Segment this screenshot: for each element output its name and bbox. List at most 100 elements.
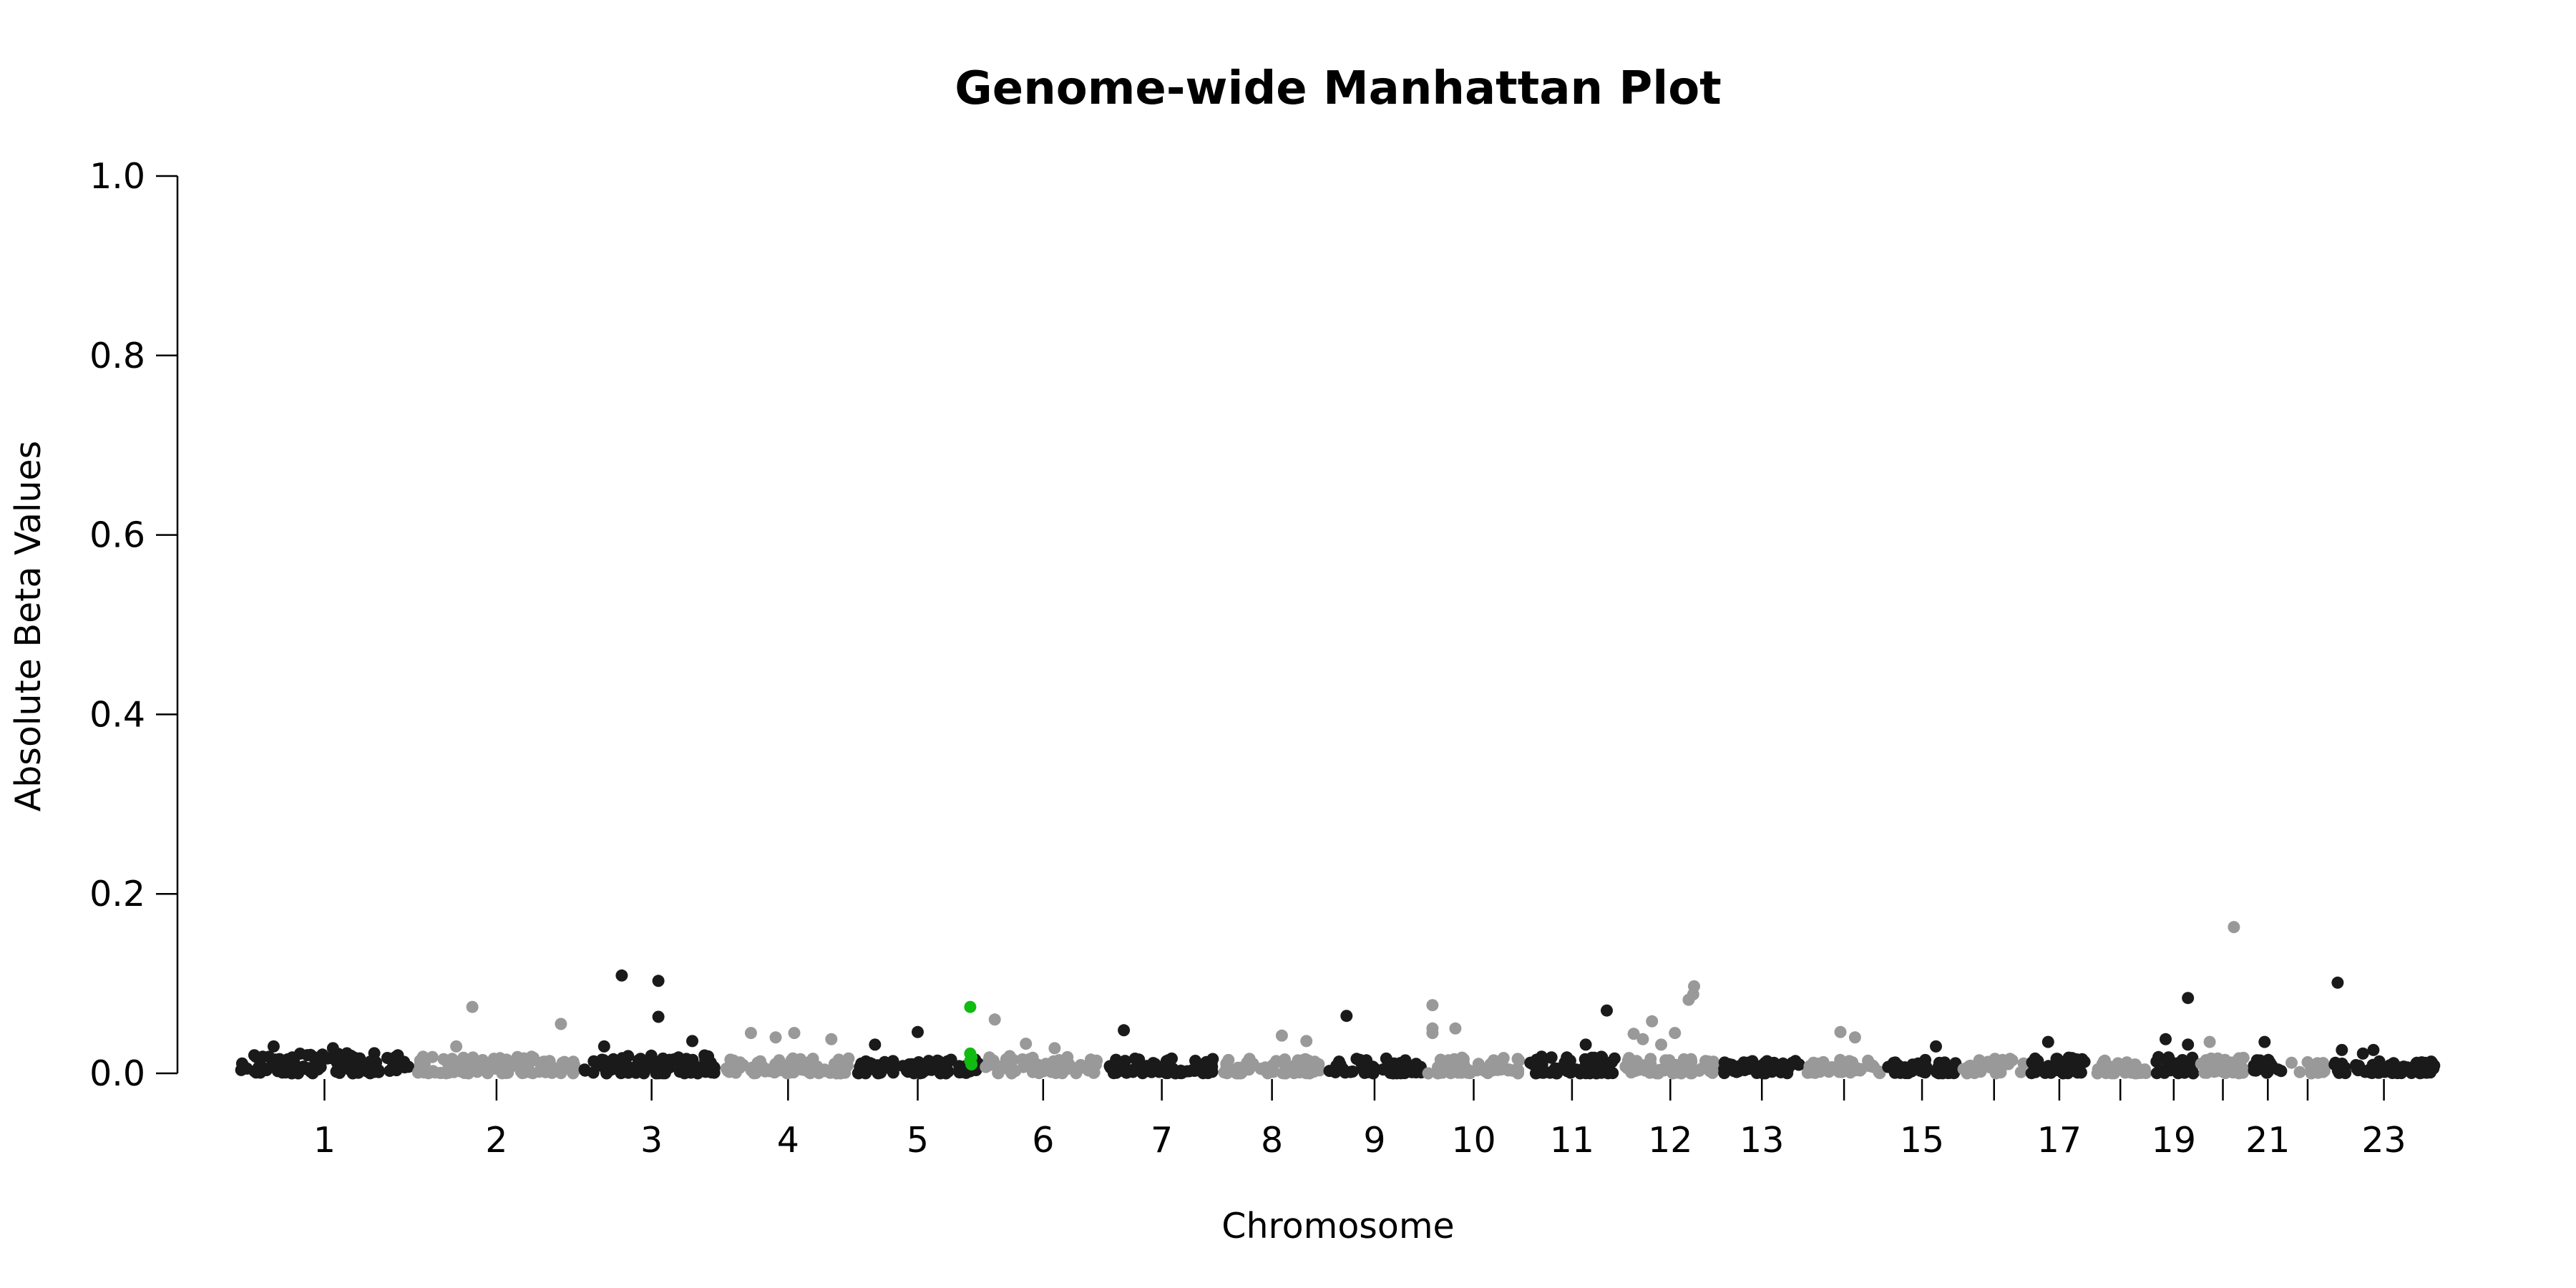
data-point (1056, 1065, 1069, 1078)
data-point (1563, 1054, 1576, 1067)
data-point (1367, 1065, 1380, 1078)
x-tick-label: 17 (2037, 1120, 2082, 1161)
y-axis-label: Absolute Beta Values (8, 441, 49, 811)
x-tick-label: 7 (1151, 1120, 1173, 1161)
peak-point (1426, 1027, 1439, 1040)
data-point (1434, 1066, 1447, 1079)
peak-point (1340, 1010, 1353, 1023)
peak-point (2367, 1043, 2380, 1056)
peak-point (652, 1010, 665, 1023)
x-axis: 1 2 3 4 5 6 7 8 9 10 11 12 13 15 17 19 21 23 (313, 1079, 2406, 1161)
data-point (1792, 1058, 1805, 1071)
data-point (727, 1054, 740, 1067)
peak-point (1048, 1042, 1061, 1055)
data-point (391, 1049, 404, 1062)
y-tick-label: 0.6 (89, 515, 145, 556)
data-point (1919, 1053, 1932, 1066)
y-tick-label: 0.4 (89, 694, 145, 735)
data-point (1218, 1066, 1231, 1079)
peak-point (267, 1040, 280, 1053)
peak-point (988, 1013, 1001, 1026)
data-point (1936, 1067, 1949, 1080)
chart-title: Genome-wide Manhattan Plot (955, 62, 1722, 115)
x-tick-label: 2 (485, 1120, 507, 1161)
peak-point (615, 969, 628, 982)
data-point (1810, 1058, 1823, 1070)
data-point (486, 1058, 499, 1071)
data-point (2203, 1055, 2216, 1068)
x-tick-label: 4 (777, 1120, 799, 1161)
data-point (338, 1062, 351, 1075)
peak-point (1930, 1040, 1942, 1053)
x-tick-label: 19 (2152, 1120, 2196, 1161)
data-point (2228, 1064, 2240, 1077)
data-point (686, 1053, 699, 1066)
x-tick-label: 21 (2245, 1120, 2290, 1161)
data-point (579, 1064, 592, 1077)
data-point (2312, 1066, 2324, 1079)
data-point (1685, 1067, 1698, 1080)
data-point (2119, 1066, 2132, 1079)
peak-point (1834, 1025, 1847, 1038)
data-point (526, 1054, 539, 1067)
data-point (1312, 1058, 1325, 1070)
data-point (1023, 1053, 1036, 1065)
y-tick-label: 1.0 (89, 156, 145, 197)
highlight-point (965, 1058, 978, 1070)
data-point (1243, 1053, 1256, 1065)
data-point (769, 1058, 782, 1070)
data-point (2187, 1067, 2200, 1080)
data-point (1188, 1065, 1201, 1077)
data-point (829, 1066, 842, 1079)
data-point (1551, 1067, 1563, 1080)
data-point (2112, 1057, 2124, 1070)
data-point (658, 1063, 671, 1075)
peak-point (788, 1027, 801, 1040)
data-point (1529, 1067, 1542, 1080)
data-point (1971, 1065, 1983, 1078)
data-point (1007, 1053, 1020, 1066)
peak-point (2336, 1043, 2348, 1056)
data-point (634, 1053, 647, 1065)
data-point (255, 1060, 268, 1073)
peak-point (326, 1042, 339, 1055)
data-point (1503, 1063, 1516, 1076)
x-tick-label: 3 (640, 1120, 663, 1161)
data-point (794, 1053, 807, 1065)
data-point (1444, 1067, 1457, 1080)
data-point (1892, 1059, 1905, 1072)
data-point (1235, 1066, 1248, 1079)
y-tick-label: 0.0 (89, 1053, 145, 1094)
data-point (980, 1060, 992, 1073)
peak-point (1627, 1028, 1640, 1040)
data-point (1083, 1059, 1096, 1072)
data-point (1511, 1053, 1524, 1065)
data-point (1330, 1063, 1343, 1075)
peak-point (2331, 976, 2344, 989)
data-point (2102, 1060, 2115, 1073)
data-point (1292, 1054, 1304, 1067)
peak-point (466, 1000, 479, 1013)
data-point (786, 1060, 799, 1073)
data-point (1832, 1060, 1845, 1073)
x-tick-label: 9 (1363, 1120, 1385, 1161)
data-point (240, 1062, 253, 1075)
data-point (1718, 1056, 1731, 1069)
data-point (364, 1067, 376, 1080)
data-point (519, 1063, 532, 1075)
data-point (500, 1053, 513, 1066)
data-point (601, 1058, 614, 1070)
data-point (1204, 1058, 1216, 1071)
data-point (2293, 1065, 2306, 1078)
y-axis: 0.0 0.2 0.4 0.6 0.8 1.0 (89, 156, 179, 1094)
x-tick-label: 23 (2361, 1120, 2406, 1161)
data-point (1455, 1066, 1468, 1079)
data-point (1846, 1056, 1859, 1069)
data-point (1410, 1058, 1423, 1070)
peak-point (1275, 1029, 1288, 1042)
data-point (2158, 1066, 2171, 1079)
data-point (2333, 1066, 2346, 1079)
data-point (1470, 1064, 1483, 1077)
data-point (1740, 1063, 1753, 1075)
